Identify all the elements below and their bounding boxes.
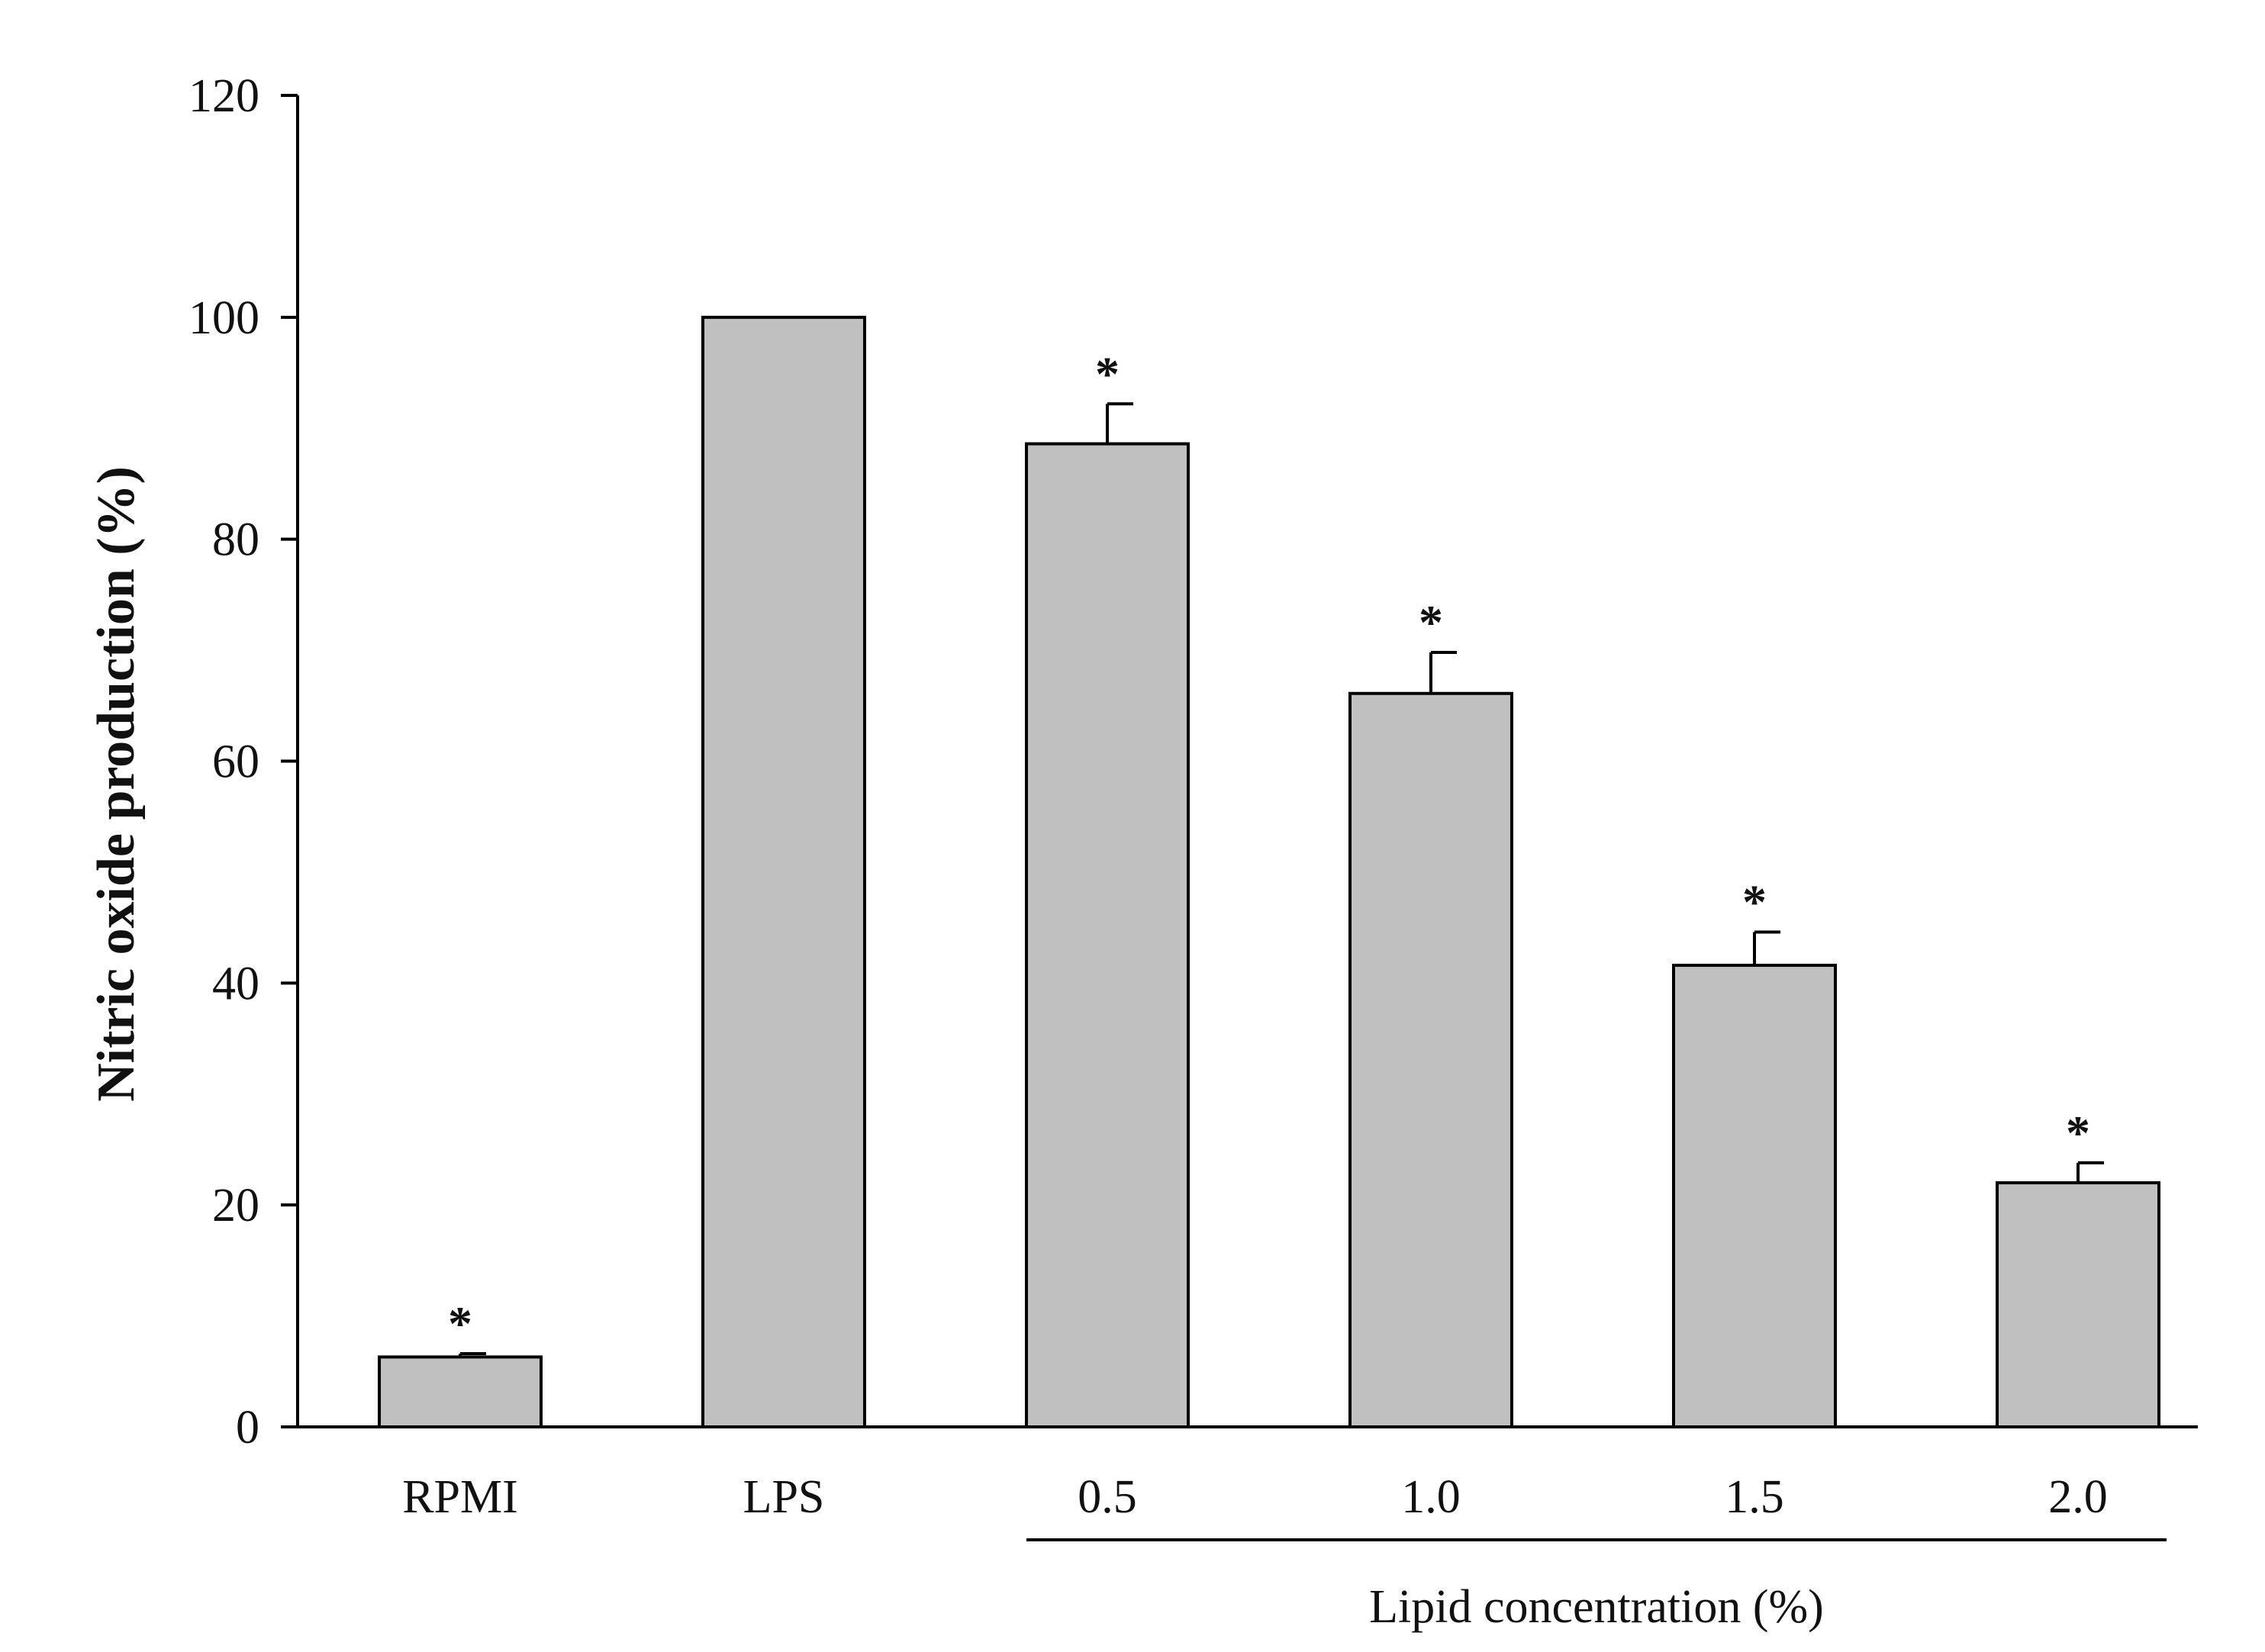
- axes: [281, 94, 2198, 1541]
- y-tick-label: 120: [188, 70, 259, 122]
- bar-RPMI: [378, 1355, 543, 1428]
- bar-0.5: [1025, 442, 1190, 1429]
- x-tick-label: 2.0: [2048, 1471, 2108, 1523]
- y-tick-label: 80: [212, 514, 259, 566]
- bar-LPS: [701, 315, 866, 1428]
- x-tick-label: RPMI: [402, 1471, 518, 1523]
- bar-1.0: [1348, 691, 1513, 1428]
- x-tick-label: 0.5: [1078, 1471, 1137, 1523]
- significance-marker: *: [1419, 595, 1443, 649]
- significance-marker: *: [1095, 346, 1120, 401]
- y-tick-label: 100: [188, 292, 259, 344]
- y-tick-label: 60: [212, 736, 259, 788]
- significance-marker: *: [448, 1296, 472, 1351]
- x-tick-label: LPS: [743, 1471, 825, 1523]
- y-tick-label: 0: [236, 1402, 259, 1454]
- bars: [378, 315, 2160, 1429]
- bar-1.5: [1672, 964, 1837, 1428]
- significance-marker: *: [1742, 874, 1767, 929]
- y-tick-label: 40: [212, 958, 259, 1010]
- y-axis-title: Nitric oxide production (%): [87, 466, 146, 1102]
- labels: 0 20 40 60 80 100 120 Nitric oxide production (…: [87, 70, 2108, 1633]
- y-tick-label: 20: [212, 1180, 259, 1232]
- significance-marker: *: [2066, 1106, 2090, 1160]
- x-tick-label: 1.5: [1725, 1471, 1784, 1523]
- bar-2.0: [1996, 1181, 2160, 1429]
- x-tick-label: 1.0: [1401, 1471, 1461, 1523]
- group-bracket-label: Lipid concentration (%): [1369, 1581, 1824, 1633]
